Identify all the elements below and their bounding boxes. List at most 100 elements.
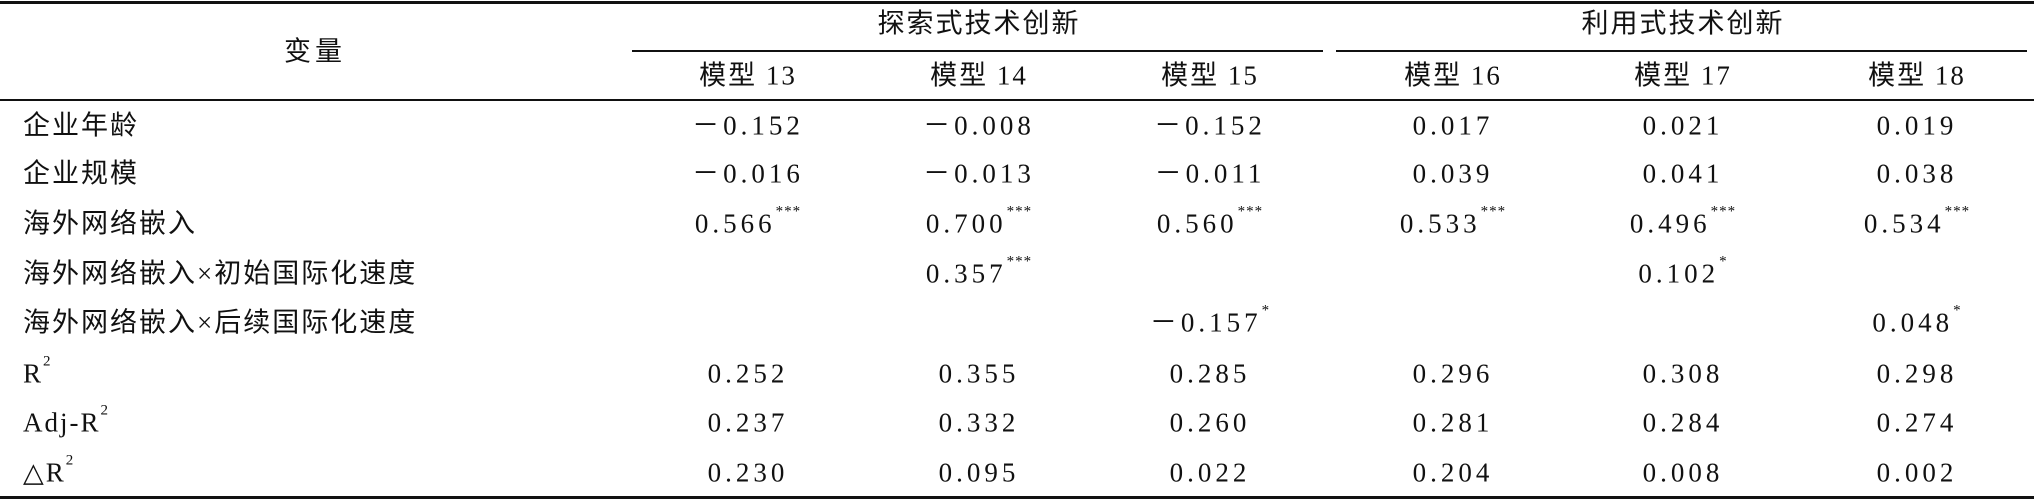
cell: －0.008 xyxy=(923,110,1035,141)
group-rule xyxy=(1336,50,2027,52)
significance: * xyxy=(1953,302,1962,319)
cell: 0.260 xyxy=(1170,409,1251,437)
cell: －0.157* xyxy=(1149,303,1270,338)
row-label-text: 企业规模 xyxy=(23,158,139,189)
cell-value: －0.016 xyxy=(692,158,804,189)
cell-value: 0.039 xyxy=(1412,158,1494,189)
cell-value: 0.281 xyxy=(1412,407,1494,438)
cell: 0.357*** xyxy=(925,254,1032,289)
cell: 0.284 xyxy=(1642,407,1724,438)
cell: 0.002 xyxy=(1876,457,1958,488)
cell-value: 0.017 xyxy=(1412,110,1494,141)
cell: 0.021 xyxy=(1642,110,1724,141)
significance: * xyxy=(1719,253,1728,270)
cell: 0.041 xyxy=(1643,160,1724,188)
significance: *** xyxy=(1944,203,1971,220)
row-label-sup: 2 xyxy=(43,353,52,370)
cell: 0.534*** xyxy=(1863,204,1970,239)
cell-value: 0.038 xyxy=(1876,158,1958,189)
row-label: Adj-R2 xyxy=(23,403,109,438)
cell: －0.011 xyxy=(1154,158,1266,189)
row-label-sup: 2 xyxy=(100,402,109,419)
cell: 0.102* xyxy=(1638,254,1727,289)
cell-value: 0.560 xyxy=(1156,208,1238,239)
cell: 0.252 xyxy=(707,358,789,389)
cell: 0.355 xyxy=(938,358,1020,389)
row-label-text: 企业年龄 xyxy=(23,110,139,141)
model-header: 模型 15 xyxy=(1161,60,1259,91)
row-label: 海外网络嵌入×后续国际化速度 xyxy=(23,307,418,338)
cell-value: 0.102 xyxy=(1638,258,1720,289)
cell: 0.533*** xyxy=(1399,204,1506,239)
cell-value: 0.355 xyxy=(938,358,1020,389)
model-header: 模型 16 xyxy=(1404,60,1502,91)
model-header: 模型 13 xyxy=(699,60,797,91)
cell-value: 0.284 xyxy=(1642,407,1724,438)
cell-value: 0.566 xyxy=(694,208,776,239)
significance: *** xyxy=(1006,203,1033,220)
significance: *** xyxy=(1006,253,1033,270)
row-label-text: 海外网络嵌入 xyxy=(23,208,197,239)
cell: 0.048* xyxy=(1872,303,1961,338)
row-label-text: 海外网络嵌入×初始国际化速度 xyxy=(23,258,418,289)
cell: 0.308 xyxy=(1642,358,1724,389)
cell-value: 0.252 xyxy=(707,358,789,389)
cell-value: －0.008 xyxy=(923,110,1035,141)
cell-value: 0.332 xyxy=(938,407,1020,438)
cell-value: －0.157 xyxy=(1149,307,1262,338)
group-header: 探索式技术创新 xyxy=(877,8,1081,39)
variable-header: 变量 xyxy=(284,36,346,67)
cell: 0.274 xyxy=(1876,407,1958,438)
cell-value: 0.048 xyxy=(1872,307,1954,338)
cell-value: 0.533 xyxy=(1399,208,1481,239)
row-label: 企业规模 xyxy=(23,158,139,189)
cell-value: 0.274 xyxy=(1876,407,1958,438)
row-label: △R2 xyxy=(23,453,74,487)
cell: 0.095 xyxy=(938,457,1020,488)
cell: 0.017 xyxy=(1412,110,1494,141)
cell: 0.285 xyxy=(1170,360,1251,388)
cell: 0.237 xyxy=(708,409,789,437)
row-label-text: R xyxy=(23,358,44,389)
cell: 0.039 xyxy=(1412,158,1494,189)
cell-value: 0.298 xyxy=(1876,358,1958,389)
row-label: 企业年龄 xyxy=(23,110,139,141)
cell-value: 0.204 xyxy=(1412,457,1494,488)
cell: 0.298 xyxy=(1876,358,1958,389)
model-header: 模型 14 xyxy=(930,60,1028,91)
row-label-text: 海外网络嵌入×后续国际化速度 xyxy=(23,307,418,338)
cell: －0.152 xyxy=(1154,110,1266,141)
cell-value: 0.357 xyxy=(925,258,1007,289)
cell: 0.700*** xyxy=(926,204,1032,238)
cell-value: －0.011 xyxy=(1154,158,1266,189)
cell-value: 0.296 xyxy=(1412,358,1494,389)
cell-value: 0.534 xyxy=(1863,208,1945,239)
cell: －0.013 xyxy=(923,158,1035,189)
cell: 0.230 xyxy=(708,459,789,487)
row-label: 海外网络嵌入 xyxy=(23,208,197,239)
cell: 0.566*** xyxy=(694,204,801,239)
significance: *** xyxy=(1710,203,1737,220)
cell-value: 0.308 xyxy=(1642,358,1724,389)
cell-value: 0.496 xyxy=(1629,208,1711,239)
significance: *** xyxy=(775,203,802,220)
header-rule xyxy=(0,99,2034,101)
cell-value: 0.022 xyxy=(1169,457,1251,488)
cell-value: －0.152 xyxy=(1154,110,1266,141)
row-label-sup: 2 xyxy=(65,452,75,469)
significance: *** xyxy=(1480,203,1507,220)
cell-value: 0.021 xyxy=(1642,110,1724,141)
cell-value: 0.002 xyxy=(1876,457,1958,488)
cell-value: 0.095 xyxy=(938,457,1020,488)
cell-value: －0.013 xyxy=(923,158,1035,189)
top-rule xyxy=(0,1,2034,4)
cell: 0.019 xyxy=(1877,112,1958,140)
bottom-rule xyxy=(0,496,2034,499)
cell: 0.296 xyxy=(1412,358,1494,389)
cell: 0.560*** xyxy=(1156,204,1263,239)
row-label: R2 xyxy=(23,354,52,389)
group-rule xyxy=(632,50,1323,52)
row-label-text: Adj-R xyxy=(23,407,101,438)
cell: 0.008 xyxy=(1643,459,1724,487)
